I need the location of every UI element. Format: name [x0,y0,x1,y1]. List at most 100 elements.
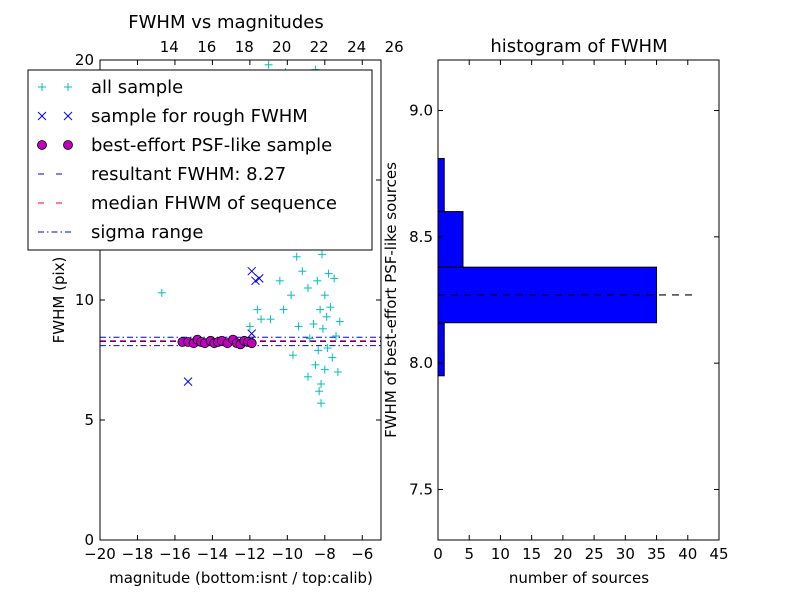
point-0-48 [264,60,273,69]
left-top-tick-label: 18 [235,38,254,56]
right-axis-ticks: 0 5 10 15 20 25 30 35 40 45 7.5 8.0 8.5 9.0 [409,60,729,563]
legend-box [27,69,373,251]
legend-items: all sample sample for rough FWHM best-effo… [37,77,337,243]
point-1-2 [247,266,257,276]
point-0-28 [317,250,326,259]
right-x-tick-label: 35 [647,545,666,563]
point-0-8 [275,276,284,285]
point-1-4 [254,274,264,283]
legend-label: all sample [91,77,183,98]
left-y-tick-label: 20 [75,51,94,69]
point-2-16 [246,338,257,349]
left-top-tick-label: 20 [272,38,291,56]
legend-label: sample for rough FWHM [91,106,308,127]
right-y-tick-label: 8.0 [409,354,433,372]
legend-entry: sample for rough FWHM [37,106,308,127]
legend-entry: best-effort PSF-like sample [37,135,332,156]
left-axis-ticks: −20 −18 −16 −14 −12 −10 −8 −6 14 16 18 20 22 24 26 0 5 10… [75,38,404,563]
right-y-tick-label: 8.5 [409,228,433,246]
left-top-tick-label: 26 [385,38,404,56]
point-0-9 [279,305,288,314]
left-x-tick-label: −14 [197,545,229,563]
point-0-26 [316,305,325,314]
legend: all sample sample for rough FWHM best-effo… [27,69,373,251]
left-top-tick-label: 14 [160,38,179,56]
right-chart-title: histogram of FWHM [490,36,667,57]
left-top-tick-label: 24 [347,38,366,56]
point-0-0 [157,288,166,297]
point-0-45 [315,387,324,396]
point-1-0 [183,377,193,386]
point-0-41 [332,332,341,340]
legend-label: resultant FWHM: 8.27 [91,164,286,185]
right-x-tick-label: 15 [522,545,541,563]
left-top-tick-label: 22 [310,38,329,56]
point-0-21 [311,360,320,369]
point-1-3 [251,276,260,286]
point-0-36 [324,269,333,278]
legend-marker-x [63,111,73,121]
legend-marker-dot [37,140,47,150]
fwhm-vs-magnitude-panel: FWHM vs magnitudes −20 −18 −16 −14 −12 −10 −8−… [27,12,404,587]
point-0-4 [257,315,266,324]
right-x-tick-label: 30 [616,545,635,563]
left-y-tick-label: 10 [75,291,94,309]
point-0-20 [309,320,318,328]
left-y-tick-label: 5 [84,411,94,429]
point-0-46 [303,372,312,381]
right-x-axis-label: number of sources [509,569,649,587]
point-0-47 [288,351,297,360]
point-0-40 [330,274,339,283]
right-y-tick-label: 7.5 [409,480,433,498]
left-x-axis-label: magnitude (bottom:isnt / top:calib) [109,569,373,587]
point-0-35 [323,344,332,352]
legend-label: sigma range [91,222,203,243]
point-1-5 [247,329,257,338]
right-x-tick-label: 40 [678,545,697,563]
left-x-tick-label: −18 [122,545,154,563]
right-x-tick-label: 0 [433,545,443,563]
left-top-tick-label: 16 [197,38,216,56]
point-0-23 [313,276,322,285]
point-0-14 [294,322,303,331]
point-0-38 [326,303,335,312]
point-0-39 [328,353,337,362]
left-y-axis-label: FWHM (pix) [50,257,68,344]
right-y-axis-label: FWHM of best-effort PSF-like sources [382,162,400,438]
legend-entry: median FHWM of sequence [38,193,337,214]
point-0-18 [305,334,314,343]
right-x-tick-label: 25 [585,545,604,563]
right-x-tick-label: 10 [491,545,510,563]
point-0-3 [253,305,262,314]
point-0-29 [318,324,327,333]
point-0-42 [333,368,342,376]
legend-entry: all sample [38,77,183,98]
right-x-tick-label: 5 [464,545,474,563]
point-0-44 [317,399,326,408]
legend-label: best-effort PSF-like sample [91,135,332,156]
right-plot-frame [437,59,720,541]
histogram-bar-0 [437,322,445,377]
right-x-tick-label: 45 [709,545,728,563]
legend-marker-dot [63,140,73,150]
left-y-tick-label: 0 [84,531,94,549]
left-x-tick-label: −6 [351,545,373,563]
point-0-24 [314,346,323,355]
point-0-32 [320,365,329,374]
legend-label: median FHWM of sequence [91,193,337,214]
left-x-tick-label: −8 [314,545,336,563]
left-x-tick-label: −16 [159,545,191,563]
point-0-34 [322,312,331,321]
left-chart-title: FWHM vs magnitudes [128,12,323,33]
point-0-2 [245,322,254,331]
legend-entry: resultant FWHM: 8.27 [38,164,286,185]
point-0-11 [287,291,296,300]
left-x-tick-label: −12 [234,545,266,563]
histogram-bar-2 [437,211,464,268]
left-x-tick-label: −10 [272,545,304,563]
point-0-27 [317,380,326,388]
legend-marker-x [37,111,47,121]
histogram-bar-3 [437,158,445,213]
point-0-13 [292,252,301,261]
